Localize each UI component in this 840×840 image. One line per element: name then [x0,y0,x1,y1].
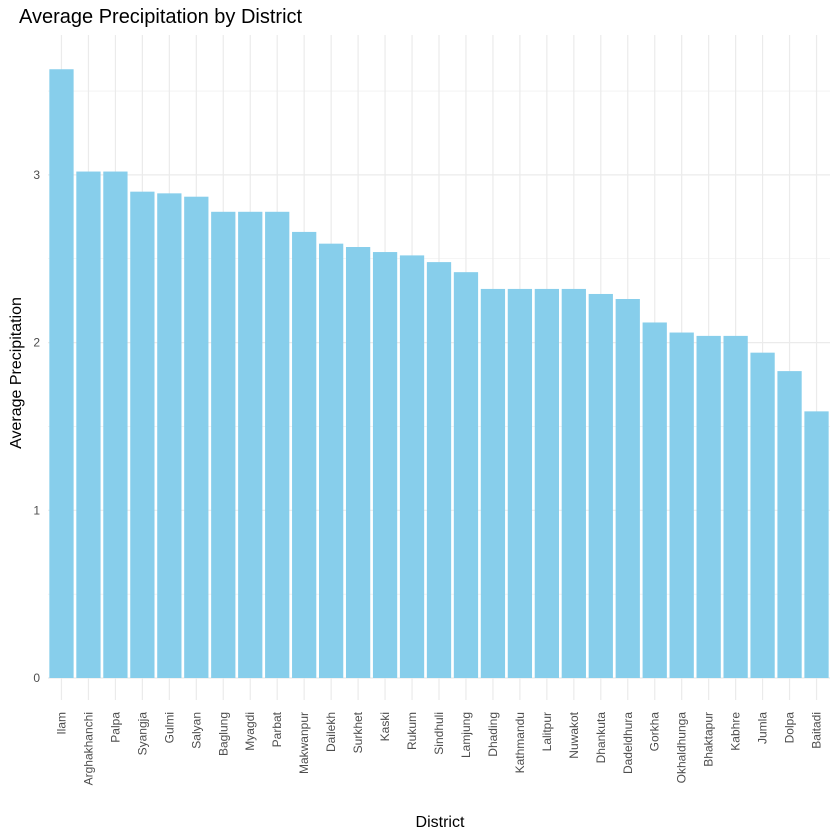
x-tick-label: Nuwakot [567,711,581,758]
bar-arghakhanchi [76,171,101,678]
bar-palpa [103,171,128,678]
x-tick-label: Dhading [486,712,500,757]
x-tick-label: Kabhre [729,712,743,751]
bar-kabhre [723,335,748,678]
x-tick-label: Lalitpur [540,712,554,751]
x-tick-label: Okhaldhunga [675,712,689,784]
bar-jumla [750,352,775,678]
x-tick-label: Dadeldhura [621,712,635,774]
bar-makwanpur [292,231,317,678]
y-tick-label: 1 [33,503,40,517]
bar-kaski [372,252,398,679]
bar-kathmandu [507,288,533,678]
bar-baitadi [804,411,829,678]
x-tick-label: Syangja [135,712,149,756]
x-tick-label: Bhaktapur [702,712,716,767]
x-tick-label: Palpa [108,712,122,743]
bar-rukum [399,255,425,678]
bar-bhaktapur [696,335,721,678]
bar-ilam [49,69,74,678]
bar-parbat [265,211,290,678]
bar-lalitpur [534,288,559,678]
y-tick-label: 2 [33,336,40,350]
x-tick-label: Parbat [270,711,284,747]
chart-title: Average Precipitation by District [19,6,303,28]
x-tick-label: Dhankuta [594,712,608,764]
bar-okhaldhunga [669,332,694,678]
bar-baglung [211,211,236,678]
bar-sindhuli [426,262,452,678]
x-tick-label: Rukum [405,712,419,750]
bar-syangja [130,191,155,679]
y-tick-label: 0 [33,671,40,685]
bar-gorkha [642,322,667,678]
x-tick-label: Arghakhanchi [81,712,95,785]
x-tick-label: Dailekh [324,712,338,752]
bar-dhankuta [588,293,613,678]
x-axis-title: District [416,814,465,831]
bar-nuwakot [561,288,586,678]
x-tick-label: Kaski [378,712,392,741]
bar-gulmi [157,193,182,679]
bar-dadeldhura [615,298,640,678]
bar-lamjung [453,272,479,678]
bar-surkhet [345,247,371,679]
bar-dolpa [777,371,802,678]
x-tick-label: Lamjung [459,712,473,758]
x-tick-label: Kathmandu [513,712,527,773]
bar-myagdi [238,211,263,678]
bar-salyan [184,196,209,679]
x-tick-label: Gorkha [648,712,662,752]
x-tick-label: Surkhet [351,711,365,753]
x-tick-label: Salyan [189,712,203,749]
y-tick-label: 3 [33,168,40,182]
x-tick-label: Myagdi [243,712,257,751]
x-tick-label: Jumla [756,712,770,744]
bar-dailekh [319,243,344,679]
x-tick-label: Gulmi [162,712,176,743]
x-tick-label: Sindhuli [432,712,446,755]
x-tick-label: Dolpa [783,712,797,744]
x-tick-label: Baitadi [810,712,824,749]
x-axis-ticks: Ilam Arghakhanchi Palpa Syangja Gulmi Salyan B… [54,711,823,785]
y-axis-ticks: 0 1 2 3 [33,168,40,685]
x-tick-label: Baglung [216,712,230,756]
x-tick-label: Makwanpur [297,712,311,774]
y-axis-title: Average Precipitation [8,297,25,449]
x-tick-label: Ilam [54,712,68,735]
bar-dhading [480,288,506,678]
bars [49,69,829,679]
